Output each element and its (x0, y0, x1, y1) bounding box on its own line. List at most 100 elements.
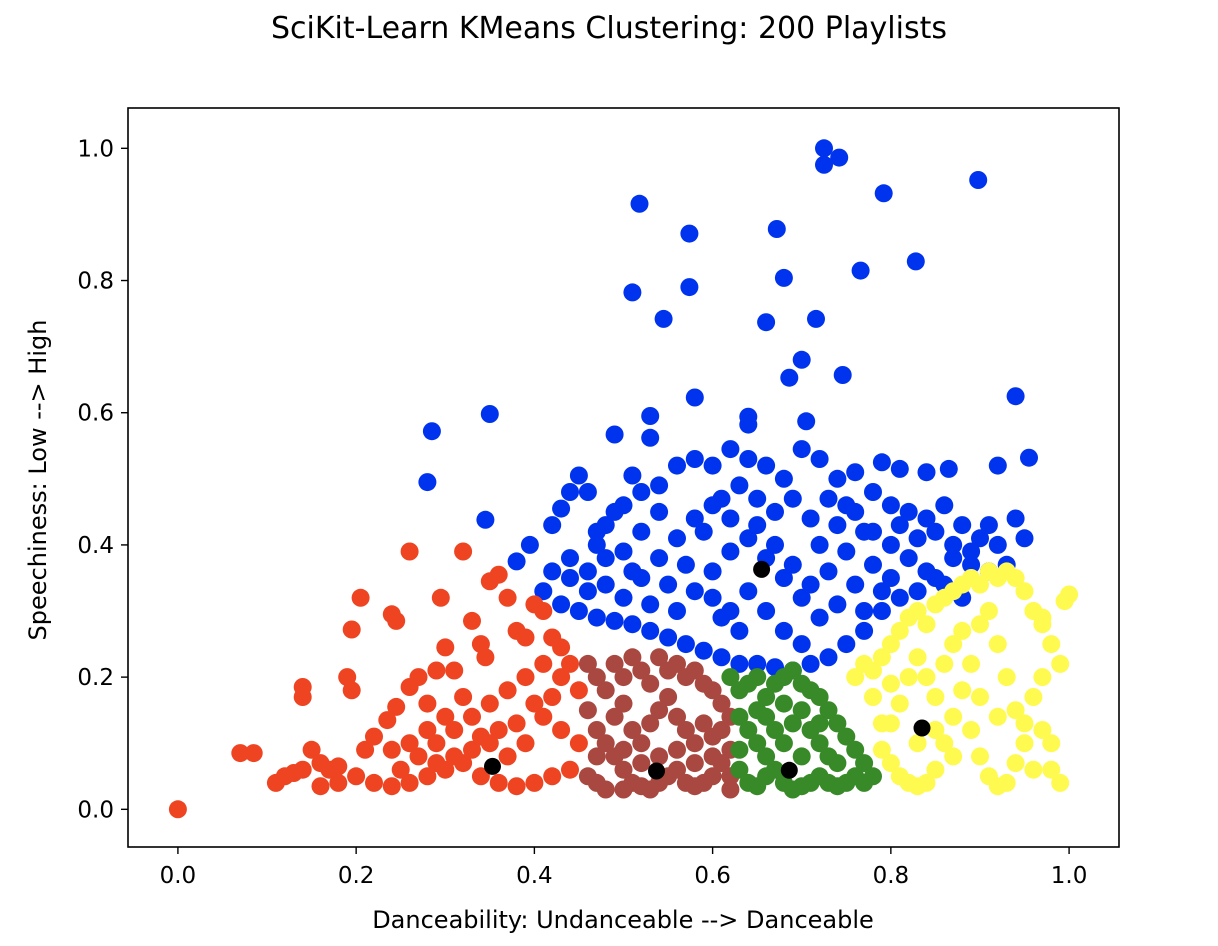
data-point (516, 628, 535, 647)
data-point (971, 575, 989, 594)
centroid-point (648, 762, 665, 780)
data-point (780, 368, 799, 387)
data-point (1006, 701, 1025, 720)
data-point (578, 654, 597, 673)
data-point (890, 621, 909, 640)
data-point (721, 440, 740, 459)
data-point (828, 516, 847, 535)
data-point (668, 602, 686, 620)
data-point (748, 668, 767, 687)
data-point (650, 701, 669, 720)
data-point (792, 701, 811, 720)
data-point (908, 602, 927, 620)
data-point (1042, 760, 1061, 779)
data-point (944, 535, 963, 554)
data-point (534, 582, 553, 601)
data-point (569, 466, 588, 485)
data-point (614, 694, 633, 713)
data-point (342, 620, 361, 639)
data-point (774, 469, 793, 488)
x-axis-ticks: 0.0 0.2 0.4 0.6 0.8 1.0 (160, 847, 1087, 889)
data-point (668, 529, 686, 548)
data-point (351, 588, 370, 607)
data-point (685, 734, 704, 753)
data-point (641, 428, 660, 447)
data-point (605, 611, 624, 630)
data-point (632, 661, 651, 680)
data-point (587, 608, 606, 627)
data-point (828, 714, 847, 733)
x-tick-label: 0.6 (694, 863, 731, 889)
data-point (881, 635, 900, 654)
data-point (881, 754, 900, 773)
data-point (1006, 569, 1025, 587)
data-point (872, 582, 891, 601)
data-point (830, 148, 849, 167)
data-point (774, 621, 793, 640)
data-point (855, 602, 874, 620)
data-point (1015, 582, 1034, 601)
data-point (766, 502, 784, 521)
data-point (971, 688, 989, 706)
data-point (819, 489, 838, 508)
data-point (1033, 668, 1052, 687)
data-point (757, 767, 776, 786)
data-point (757, 688, 776, 706)
data-point (605, 425, 624, 444)
data-point (935, 734, 954, 753)
y-axis-ticks: 0.0 0.2 0.4 0.6 0.8 1.0 (77, 136, 128, 823)
data-point (587, 535, 606, 554)
data-point (552, 595, 571, 614)
data-point (561, 760, 579, 779)
data-point (463, 611, 481, 630)
data-point (641, 714, 660, 733)
data-point (578, 582, 597, 601)
data-point (605, 707, 624, 726)
data-point (614, 760, 633, 779)
x-tick-label: 0.8 (873, 863, 910, 889)
data-point (641, 674, 660, 693)
data-point (917, 463, 936, 482)
data-point (828, 754, 847, 773)
data-point (1006, 387, 1025, 406)
data-point (641, 595, 660, 614)
data-point (569, 734, 588, 753)
data-point (659, 628, 678, 647)
data-point (329, 757, 348, 776)
data-point (480, 694, 499, 713)
data-point (792, 635, 811, 654)
data-point (668, 456, 686, 475)
data-point (833, 366, 852, 384)
data-point (650, 502, 669, 521)
data-point (587, 747, 606, 766)
data-point (890, 516, 909, 535)
data-point (418, 473, 437, 492)
x-tick-label: 0.4 (516, 863, 553, 889)
data-point (365, 773, 383, 792)
data-point (685, 509, 704, 528)
data-point (436, 638, 455, 657)
data-point (881, 674, 900, 693)
data-point (427, 661, 446, 680)
data-point (767, 220, 786, 238)
data-point (739, 721, 758, 739)
data-point (543, 516, 562, 535)
data-point (596, 780, 615, 799)
data-point (650, 549, 669, 568)
data-point (908, 582, 927, 601)
data-point (721, 509, 740, 528)
data-point (507, 552, 526, 571)
data-point (969, 171, 988, 189)
centroid-point (753, 560, 771, 578)
data-point (908, 734, 927, 753)
data-point (520, 535, 539, 554)
centroid-point (780, 761, 798, 779)
data-point (1033, 608, 1052, 627)
data-point (534, 707, 553, 726)
data-point (917, 615, 936, 634)
data-point (703, 681, 722, 700)
data-point (168, 800, 187, 819)
data-point (632, 754, 651, 773)
data-point (507, 714, 526, 733)
data-point (614, 588, 633, 607)
